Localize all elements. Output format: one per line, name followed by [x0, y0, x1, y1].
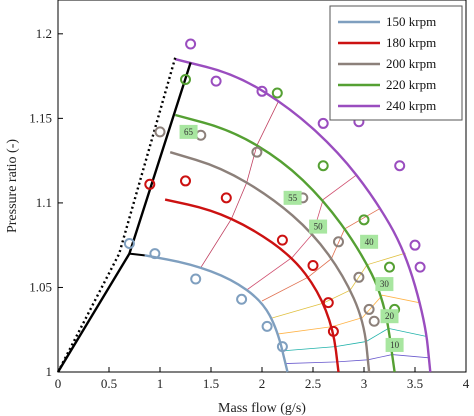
measured-point	[317, 160, 329, 172]
measured-point	[210, 75, 222, 87]
measured-point	[190, 273, 202, 285]
surge-connector	[129, 252, 145, 257]
efficiency-badge	[385, 337, 404, 352]
efficiency-contour	[278, 294, 420, 335]
x-tick-label: 3.5	[407, 376, 423, 391]
x-tick-label: 1	[157, 376, 164, 391]
measured-point	[276, 341, 288, 353]
x-axis-ticks: 0 0.5 1 1.5 2 2.5 3 3.5 4	[55, 367, 470, 391]
x-tick-label: 0	[55, 376, 62, 391]
x-tick-label: 2	[259, 376, 266, 391]
speed-line	[169, 151, 371, 373]
measured-point	[276, 234, 288, 246]
speed-line	[164, 198, 340, 373]
measured-point	[327, 325, 339, 337]
measured-point	[144, 178, 156, 190]
legend-label: 240 krpm	[386, 98, 436, 113]
efficiency-badge	[179, 124, 198, 139]
efficiency-badge-label: 55	[288, 193, 298, 203]
efficiency-badge	[360, 234, 379, 249]
speed-line	[174, 113, 396, 373]
measured-point	[409, 239, 421, 251]
measured-point	[236, 293, 248, 305]
legend-label: 220 krpm	[386, 77, 436, 92]
measured-point	[384, 261, 395, 273]
measured-point	[368, 315, 380, 327]
y-axis-ticks: 1 1.05 1.1 1.15 1.2	[29, 26, 63, 379]
legend: 150 krpm 180 krpm 200 krpm 220 krpm 240 krpm	[329, 5, 463, 121]
speed-lines	[144, 58, 432, 373]
measured-point	[220, 192, 232, 204]
measured-point	[317, 117, 329, 129]
efficiency-badge-label: 50	[314, 222, 324, 232]
measured-point	[353, 271, 365, 283]
measured-point	[154, 126, 166, 138]
speed-line	[144, 254, 289, 373]
y-tick-label: 1.1	[36, 195, 52, 210]
measured-point	[149, 248, 161, 260]
y-tick-label: 1.2	[36, 26, 52, 41]
efficiency-badge-label: 30	[380, 279, 390, 289]
surge-line-solid	[56, 62, 192, 373]
speed-line	[175, 58, 432, 373]
measured-point	[363, 303, 375, 315]
legend-label: 200 krpm	[386, 56, 436, 71]
surge-lines	[56, 57, 192, 373]
measured-point	[394, 160, 406, 172]
efficiency-labels: 10 20 30 40 50 55 65	[179, 124, 404, 352]
efficiency-badge-label: 40	[365, 237, 375, 247]
measured-point	[414, 261, 426, 273]
y-tick-label: 1.15	[29, 110, 52, 125]
x-tick-label: 3	[361, 376, 368, 391]
measured-point	[322, 297, 334, 309]
x-tick-label: 4	[463, 376, 470, 391]
efficiency-badge	[375, 277, 394, 292]
efficiency-badge	[283, 190, 302, 205]
efficiency-badge-label: 65	[184, 127, 194, 137]
y-tick-label: 1.05	[29, 279, 52, 294]
measured-point	[358, 214, 370, 226]
y-axis-label: Pressure ratio (-)	[5, 139, 20, 233]
legend-label: 180 krpm	[386, 35, 436, 50]
measured-point	[180, 175, 191, 187]
measured-point	[123, 237, 135, 249]
measured-point	[261, 320, 273, 332]
x-axis-label: Mass flow (g/s)	[218, 401, 306, 416]
measured-point	[307, 259, 319, 271]
efficiency-badge-label: 20	[385, 311, 395, 321]
x-tick-label: 2.5	[305, 376, 321, 391]
measured-point	[333, 236, 344, 248]
measured-point	[271, 87, 283, 99]
efficiency-badge-label: 10	[390, 340, 400, 350]
measured-point	[256, 85, 268, 97]
x-tick-label: 1.5	[203, 376, 219, 391]
efficiency-badge	[380, 309, 399, 324]
measured-point	[180, 73, 191, 85]
y-tick-label: 1	[46, 364, 53, 379]
legend-label: 150 krpm	[386, 14, 436, 29]
measured-point	[251, 146, 263, 158]
x-tick-label: 0.5	[101, 376, 117, 391]
measured-point	[185, 38, 197, 50]
efficiency-badge	[309, 219, 328, 234]
